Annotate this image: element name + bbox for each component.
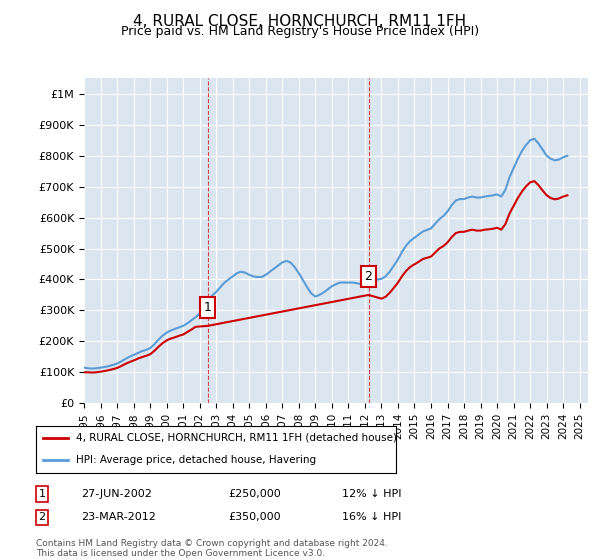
Text: £250,000: £250,000 xyxy=(228,489,281,499)
Text: 12% ↓ HPI: 12% ↓ HPI xyxy=(342,489,401,499)
Text: 27-JUN-2002: 27-JUN-2002 xyxy=(81,489,152,499)
Text: 2: 2 xyxy=(365,270,373,283)
Text: 1: 1 xyxy=(204,301,212,314)
Text: 4, RURAL CLOSE, HORNCHURCH, RM11 1FH (detached house): 4, RURAL CLOSE, HORNCHURCH, RM11 1FH (de… xyxy=(76,432,397,442)
Text: 16% ↓ HPI: 16% ↓ HPI xyxy=(342,512,401,522)
Text: 4, RURAL CLOSE, HORNCHURCH, RM11 1FH: 4, RURAL CLOSE, HORNCHURCH, RM11 1FH xyxy=(133,14,467,29)
Text: 23-MAR-2012: 23-MAR-2012 xyxy=(81,512,156,522)
Text: Price paid vs. HM Land Registry's House Price Index (HPI): Price paid vs. HM Land Registry's House … xyxy=(121,25,479,38)
Text: 1: 1 xyxy=(38,489,46,499)
Text: £350,000: £350,000 xyxy=(228,512,281,522)
Text: 2: 2 xyxy=(38,512,46,522)
Text: HPI: Average price, detached house, Havering: HPI: Average price, detached house, Have… xyxy=(76,455,316,465)
Text: Contains HM Land Registry data © Crown copyright and database right 2024.
This d: Contains HM Land Registry data © Crown c… xyxy=(36,539,388,558)
